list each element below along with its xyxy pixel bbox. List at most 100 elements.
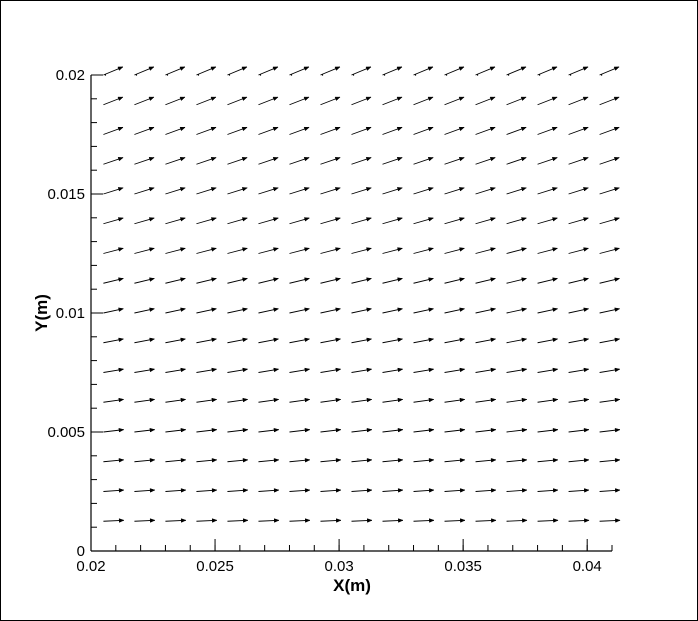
- x-tick-label: 0.02: [76, 558, 105, 575]
- vector-arrow: [103, 337, 125, 344]
- vector-arrow: [258, 126, 279, 135]
- vector-arrow: [165, 157, 186, 165]
- vector-arrow: [103, 488, 125, 493]
- vector-arrow: [134, 157, 155, 165]
- vector-arrow: [196, 247, 217, 254]
- vector-dot: [445, 74, 448, 76]
- vector-arrow: [568, 337, 590, 344]
- vector-arrow: [165, 518, 187, 523]
- vector-arrow: [103, 427, 125, 433]
- vector-arrow: [475, 157, 496, 165]
- vector-arrow: [413, 307, 435, 314]
- vector-arrow: [258, 518, 280, 523]
- vector-arrow: [289, 66, 310, 76]
- vector-arrow: [320, 157, 341, 165]
- vector-arrow: [444, 427, 466, 433]
- vector-dot: [290, 74, 293, 76]
- vector-arrow: [444, 187, 465, 195]
- vector-arrow: [165, 397, 187, 403]
- vector-arrow: [568, 66, 589, 76]
- x-axis-title: X(m): [333, 576, 371, 595]
- vector-arrow: [382, 427, 404, 433]
- vector-arrow: [320, 367, 342, 373]
- vector-arrow: [382, 157, 403, 165]
- vector-arrow: [506, 337, 528, 344]
- vector-arrow: [196, 96, 217, 106]
- x-tick-label: 0.04: [573, 558, 602, 575]
- vector-arrow: [382, 518, 404, 523]
- vector-dot: [538, 74, 541, 76]
- y-tick-label: 0.01: [56, 305, 85, 322]
- vector-arrow: [444, 96, 465, 106]
- vector-arrow: [537, 307, 559, 314]
- vector-arrow: [568, 96, 589, 106]
- vector-arrow: [382, 277, 404, 284]
- vector-arrow: [568, 126, 589, 135]
- vector-arrow: [165, 96, 186, 106]
- vector-arrow: [444, 66, 465, 76]
- vector-arrow: [196, 277, 218, 284]
- vector-arrow: [165, 427, 187, 433]
- vector-arrow: [444, 458, 466, 463]
- vector-arrow: [165, 66, 186, 76]
- vector-arrow: [103, 247, 124, 254]
- vector-arrow: [227, 427, 249, 433]
- vector-arrow: [506, 96, 527, 106]
- vector-arrow: [599, 187, 620, 195]
- vector-arrow: [382, 458, 404, 463]
- vector-dot: [600, 74, 603, 76]
- vector-dot: [476, 74, 479, 76]
- vector-arrow: [134, 126, 155, 135]
- vector-arrow: [413, 488, 435, 493]
- vector-arrow: [599, 458, 621, 463]
- vector-arrow: [258, 397, 280, 403]
- vector-arrow: [289, 397, 311, 403]
- vector-arrow: [506, 397, 528, 403]
- vector-arrow: [413, 277, 435, 284]
- vector-arrow: [165, 367, 187, 373]
- vector-arrow: [599, 277, 621, 284]
- vector-arrow: [599, 337, 621, 344]
- x-tick-label: 0.03: [324, 558, 353, 575]
- vector-arrow: [351, 458, 373, 463]
- vector-arrow: [537, 458, 559, 463]
- vector-arrow: [599, 427, 621, 433]
- vector-arrow: [103, 307, 125, 314]
- vector-arrow: [227, 337, 249, 344]
- vector-arrow: [413, 367, 435, 373]
- vector-arrow: [537, 157, 558, 165]
- vector-arrow: [103, 96, 124, 106]
- vector-arrow: [103, 187, 124, 195]
- vector-arrow: [134, 307, 156, 314]
- y-tick-label: 0.005: [47, 424, 85, 441]
- vector-arrow: [537, 488, 559, 493]
- vector-arrow: [444, 337, 466, 344]
- vector-arrow: [475, 427, 497, 433]
- vector-arrow: [351, 337, 373, 344]
- vector-arrow: [444, 157, 465, 165]
- vector-arrow: [382, 307, 404, 314]
- vector-arrow: [227, 187, 248, 195]
- vector-arrow: [227, 66, 248, 76]
- vector-arrow: [196, 307, 218, 314]
- vector-arrow: [227, 397, 249, 403]
- vector-arrow: [444, 126, 465, 135]
- vector-dot: [104, 74, 107, 76]
- vector-arrow: [103, 157, 124, 165]
- vector-arrow: [444, 488, 466, 493]
- vector-arrow: [568, 307, 590, 314]
- vector-arrow: [506, 66, 527, 76]
- vector-arrow: [475, 337, 497, 344]
- vector-arrow: [382, 367, 404, 373]
- vector-dot: [197, 74, 200, 76]
- vector-arrow: [258, 427, 280, 433]
- vector-arrow: [196, 458, 218, 463]
- vector-arrow: [258, 96, 279, 106]
- vector-arrow: [103, 217, 124, 225]
- vector-arrow: [413, 187, 434, 195]
- vector-arrow: [506, 367, 528, 373]
- vector-dot: [321, 74, 324, 76]
- vector-arrow: [258, 488, 280, 493]
- vector-arrow: [506, 488, 528, 493]
- vector-arrow: [289, 187, 310, 195]
